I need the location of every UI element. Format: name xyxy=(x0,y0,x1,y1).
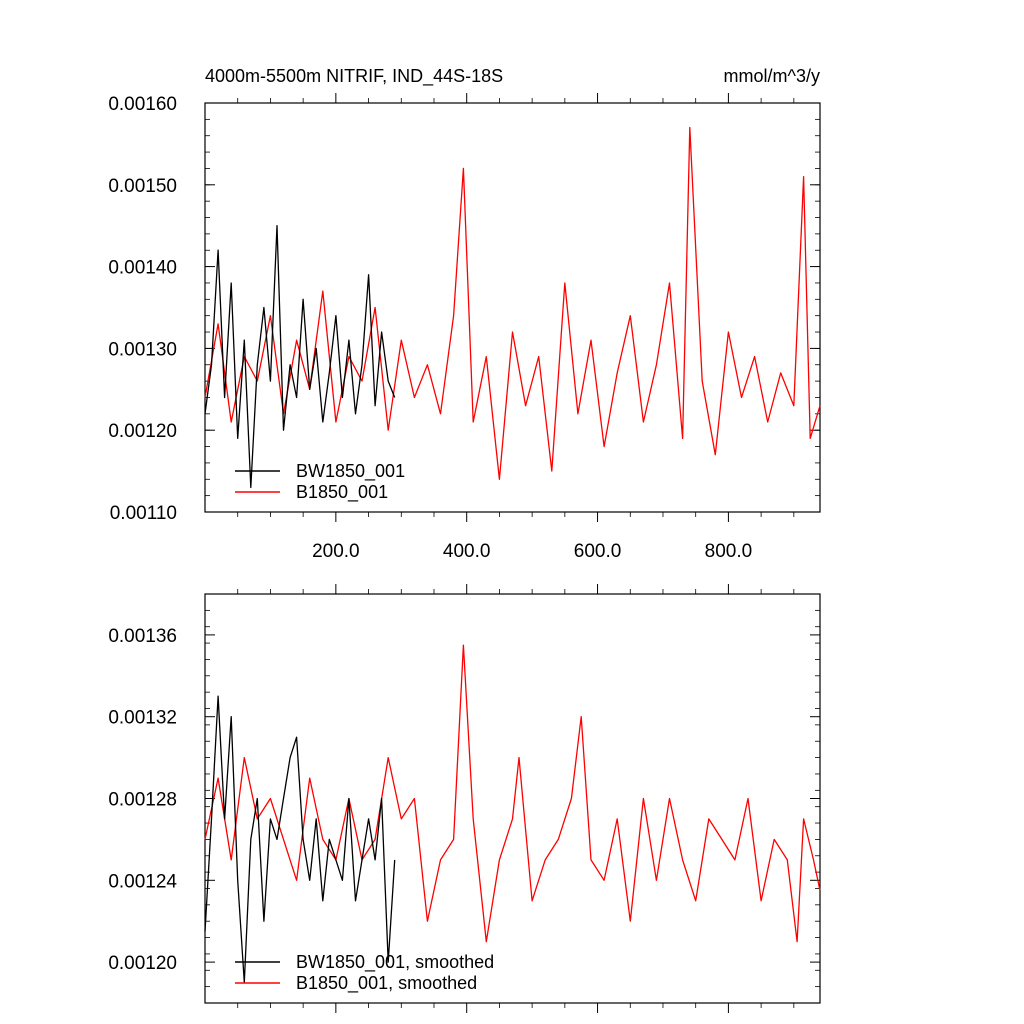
y-tick-label: 0.00132 xyxy=(108,708,177,729)
legend-label-b1850-smoothed: B1850_001, smoothed xyxy=(296,973,477,994)
y-tick-label: 0.00130 xyxy=(108,339,177,360)
series-line-bw1850-001-smoothed xyxy=(204,695,396,984)
y-tick-label: 0.00124 xyxy=(108,871,177,892)
series-line-b1850-001-smoothed xyxy=(204,644,821,943)
legend-label-b1850: B1850_001 xyxy=(296,482,388,503)
y-tick-label: 0.00140 xyxy=(108,258,177,279)
plot-frame-bottom xyxy=(204,593,821,1004)
bottom-panel: 0.00120 0.00124 0.00128 0.00132 0.00136 BW18… xyxy=(108,584,821,1013)
y-tick-label: 0.00128 xyxy=(108,790,177,811)
series-group-bottom xyxy=(204,644,821,984)
y-tick-label: 0.00150 xyxy=(108,176,177,197)
y-tick-label: 0.00110 xyxy=(110,503,177,524)
x-tick-label: 800.0 xyxy=(705,541,753,562)
legend-label-bw1850: BW1850_001 xyxy=(296,461,405,482)
chart-title: 4000m-5500m NITRIF, IND_44S-18S xyxy=(205,66,503,87)
series-group-top xyxy=(204,126,821,489)
series-line-bw1850-001 xyxy=(204,225,396,489)
y-tick-label: 0.00120 xyxy=(108,953,177,974)
plot-frame-top xyxy=(204,102,821,513)
axis-ticks-top: 0.00110 0.00120 0.00130 0.00140 0.00150 0.001… xyxy=(108,93,820,562)
x-tick-label: 400.0 xyxy=(443,541,491,562)
x-tick-label: 200.0 xyxy=(312,541,360,562)
top-panel: 4000m-5500m NITRIF, IND_44S-18S mmol/m^3… xyxy=(108,66,821,562)
units-label: mmol/m^3/y xyxy=(724,66,820,86)
axis-ticks-bottom: 0.00120 0.00124 0.00128 0.00132 0.00136 xyxy=(108,584,820,1013)
x-tick-label: 600.0 xyxy=(574,541,622,562)
y-tick-label: 0.00120 xyxy=(108,421,177,442)
legend-label-bw1850-smoothed: BW1850_001, smoothed xyxy=(296,952,494,973)
y-tick-label: 0.00136 xyxy=(108,626,177,647)
legend-top: BW1850_001 B1850_001 xyxy=(235,461,405,503)
series-line-b1850-001 xyxy=(204,126,821,480)
legend-bottom: BW1850_001, smoothed B1850_001, smoothed xyxy=(235,952,494,994)
y-tick-label: 0.00160 xyxy=(108,94,177,115)
